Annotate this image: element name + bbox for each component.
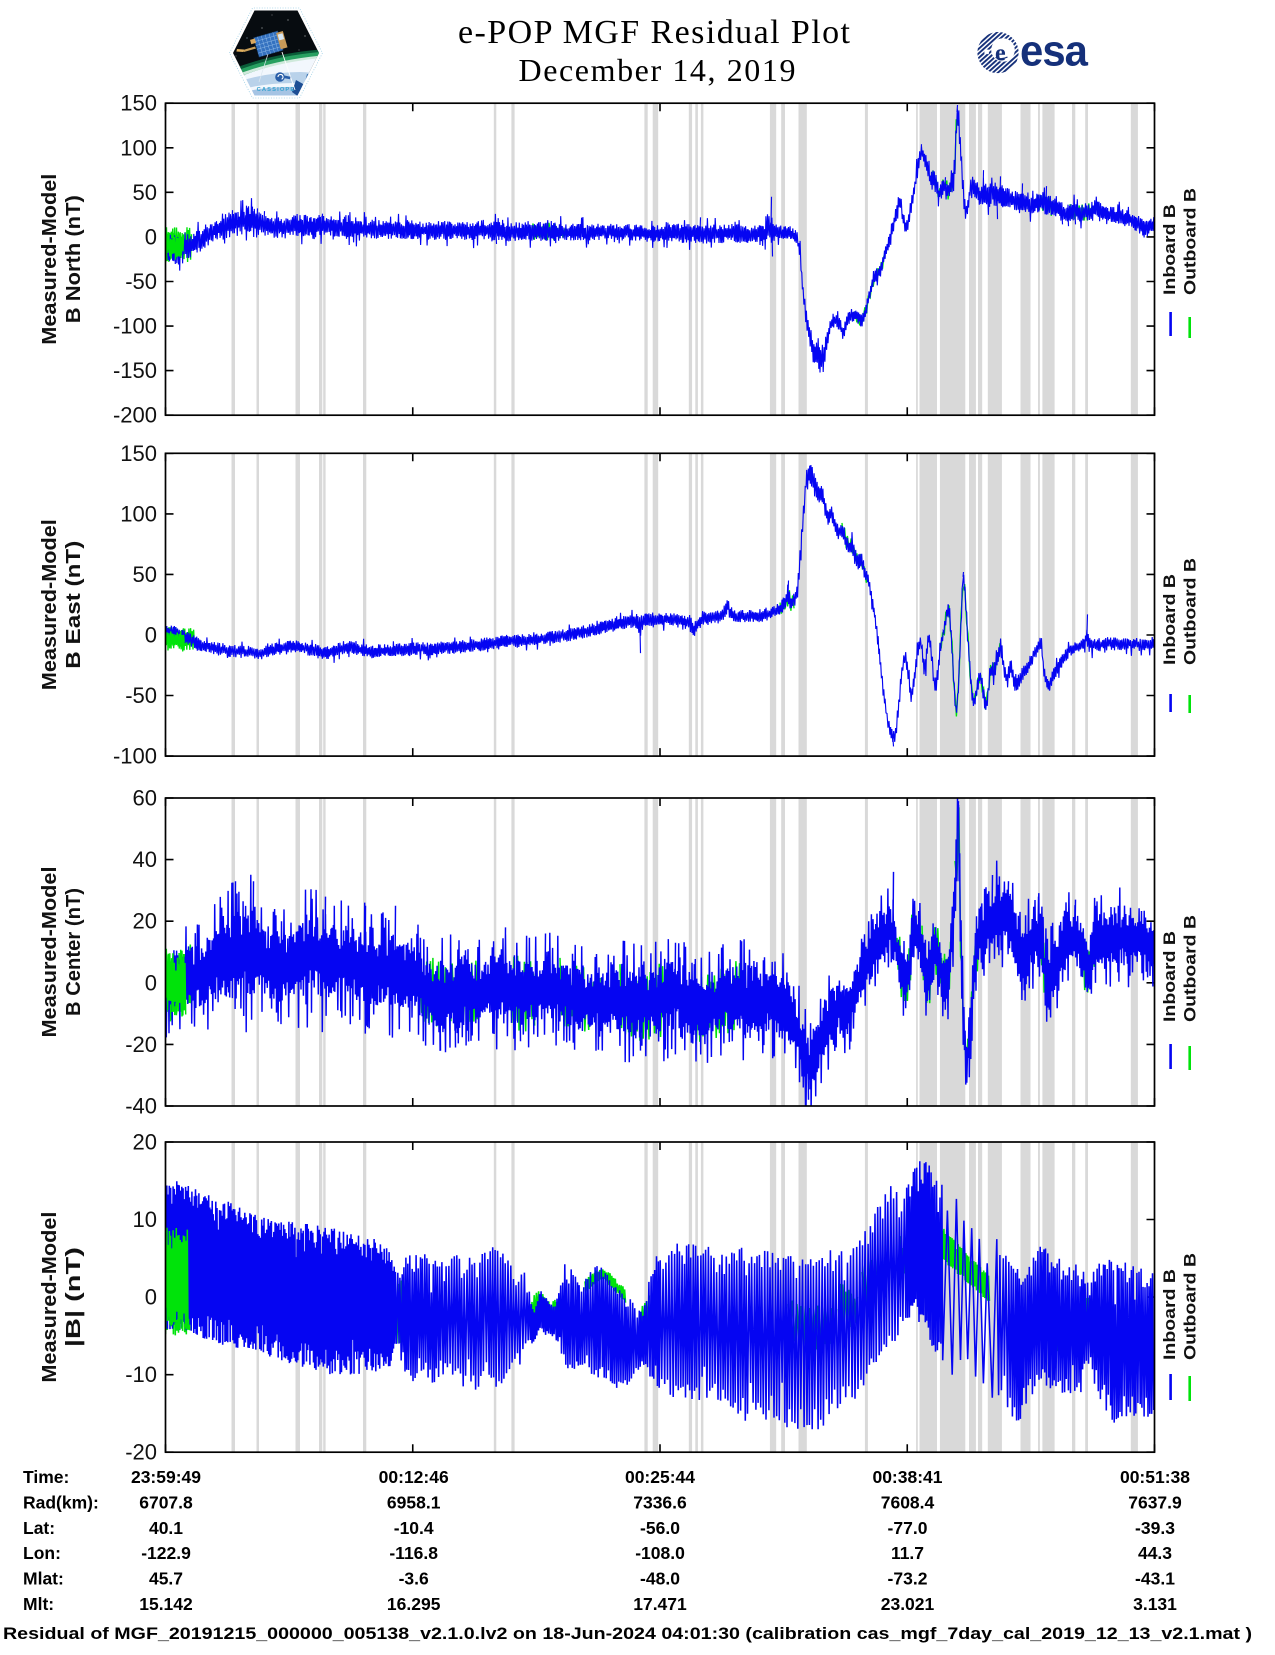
svg-text:7637.9: 7637.9 xyxy=(1128,1492,1182,1512)
svg-text:0: 0 xyxy=(145,970,157,995)
svg-text:-200: -200 xyxy=(113,403,157,428)
svg-text:Time:: Time: xyxy=(23,1467,69,1487)
svg-text:Measured-Model: Measured-Model xyxy=(39,867,61,1038)
svg-text:60: 60 xyxy=(133,786,157,811)
svg-text:Inboard B: Inboard B xyxy=(1160,1269,1179,1360)
svg-text:3.131: 3.131 xyxy=(1133,1594,1177,1614)
svg-text:-10.4: -10.4 xyxy=(394,1518,434,1538)
svg-text:Lon:: Lon: xyxy=(23,1543,61,1563)
svg-text:7336.6: 7336.6 xyxy=(633,1492,687,1512)
svg-text:50: 50 xyxy=(133,562,157,587)
svg-text:-50: -50 xyxy=(125,269,157,294)
svg-text:150: 150 xyxy=(120,441,157,466)
svg-text:00:38:41: 00:38:41 xyxy=(872,1467,942,1487)
svg-text:15.142: 15.142 xyxy=(139,1594,193,1614)
svg-text:CASSIOPE: CASSIOPE xyxy=(257,87,296,93)
svg-text:-73.2: -73.2 xyxy=(888,1569,928,1589)
svg-text:Rad(km):: Rad(km): xyxy=(23,1492,99,1512)
svg-text:00:51:38: 00:51:38 xyxy=(1120,1467,1190,1487)
svg-text:December 14, 2019: December 14, 2019 xyxy=(519,52,796,88)
svg-text:16.295: 16.295 xyxy=(387,1594,441,1614)
svg-text:00:12:46: 00:12:46 xyxy=(379,1467,449,1487)
svg-text:10: 10 xyxy=(133,1207,157,1232)
svg-text:-100: -100 xyxy=(113,744,157,769)
svg-text:-56.0: -56.0 xyxy=(640,1518,680,1538)
svg-text:B Center (nT): B Center (nT) xyxy=(63,888,85,1016)
svg-text:6958.1: 6958.1 xyxy=(387,1492,441,1512)
svg-text:-20: -20 xyxy=(125,1440,157,1465)
svg-text:Measured-Model: Measured-Model xyxy=(39,174,61,345)
svg-text:40: 40 xyxy=(133,847,157,872)
svg-text:Outboard B: Outboard B xyxy=(1181,915,1200,1022)
svg-text:Residual of MGF_20191215_00000: Residual of MGF_20191215_000000_005138_v… xyxy=(3,1624,1252,1643)
svg-text:B East (nT): B East (nT) xyxy=(63,541,85,669)
svg-text:Mlt:: Mlt: xyxy=(23,1594,54,1614)
svg-text:44.3: 44.3 xyxy=(1138,1543,1172,1563)
svg-text:150: 150 xyxy=(120,91,157,116)
svg-text:45.7: 45.7 xyxy=(149,1569,183,1589)
svg-text:-50: -50 xyxy=(125,683,157,708)
svg-text:esa: esa xyxy=(1020,27,1088,76)
svg-text:20: 20 xyxy=(133,1130,157,1155)
svg-text:Lat:: Lat: xyxy=(23,1518,55,1538)
svg-text:100: 100 xyxy=(120,501,157,526)
svg-text:Inboard B: Inboard B xyxy=(1160,204,1179,295)
svg-text:7608.4: 7608.4 xyxy=(881,1492,935,1512)
svg-text:-39.3: -39.3 xyxy=(1135,1518,1175,1538)
svg-text:-10: -10 xyxy=(125,1362,157,1387)
svg-text:Inboard B: Inboard B xyxy=(1160,574,1179,665)
svg-text:-20: -20 xyxy=(125,1032,157,1057)
svg-text:23:59:49: 23:59:49 xyxy=(131,1467,201,1487)
svg-text:Inboard B: Inboard B xyxy=(1160,931,1179,1022)
svg-text:-43.1: -43.1 xyxy=(1135,1569,1175,1589)
svg-text:00:25:44: 00:25:44 xyxy=(625,1467,695,1487)
svg-text:0: 0 xyxy=(145,623,157,648)
svg-text:e-POP MGF Residual Plot: e-POP MGF Residual Plot xyxy=(458,14,851,51)
svg-text:Measured-Model: Measured-Model xyxy=(39,519,61,690)
svg-text:-48.0: -48.0 xyxy=(640,1569,680,1589)
svg-text:50: 50 xyxy=(133,180,157,205)
svg-text:-3.6: -3.6 xyxy=(399,1569,429,1589)
svg-text:11.7: 11.7 xyxy=(891,1543,924,1563)
svg-text:100: 100 xyxy=(120,135,157,160)
svg-text:6707.8: 6707.8 xyxy=(139,1492,193,1512)
svg-text:17.471: 17.471 xyxy=(633,1594,687,1614)
svg-text:-150: -150 xyxy=(113,358,157,383)
svg-text:0: 0 xyxy=(145,224,157,249)
svg-text:|B| (nT): |B| (nT) xyxy=(63,1247,85,1347)
svg-text:Measured-Model: Measured-Model xyxy=(39,1212,61,1383)
svg-text:Outboard B: Outboard B xyxy=(1181,1253,1200,1360)
svg-text:-108.0: -108.0 xyxy=(635,1543,685,1563)
svg-text:-122.9: -122.9 xyxy=(141,1543,191,1563)
svg-text:e: e xyxy=(995,41,1006,67)
svg-text:B North (nT): B North (nT) xyxy=(63,195,85,323)
svg-text:-40: -40 xyxy=(125,1094,157,1119)
svg-text:20: 20 xyxy=(133,909,157,934)
svg-text:0: 0 xyxy=(145,1285,157,1310)
svg-text:Mlat:: Mlat: xyxy=(23,1569,64,1589)
svg-text:Outboard B: Outboard B xyxy=(1181,188,1200,295)
svg-text:-116.8: -116.8 xyxy=(389,1543,438,1563)
svg-text:40.1: 40.1 xyxy=(149,1518,183,1538)
svg-text:-100: -100 xyxy=(113,314,157,339)
svg-text:-77.0: -77.0 xyxy=(888,1518,928,1538)
svg-text:Outboard B: Outboard B xyxy=(1181,558,1200,665)
svg-text:23.021: 23.021 xyxy=(881,1594,935,1614)
